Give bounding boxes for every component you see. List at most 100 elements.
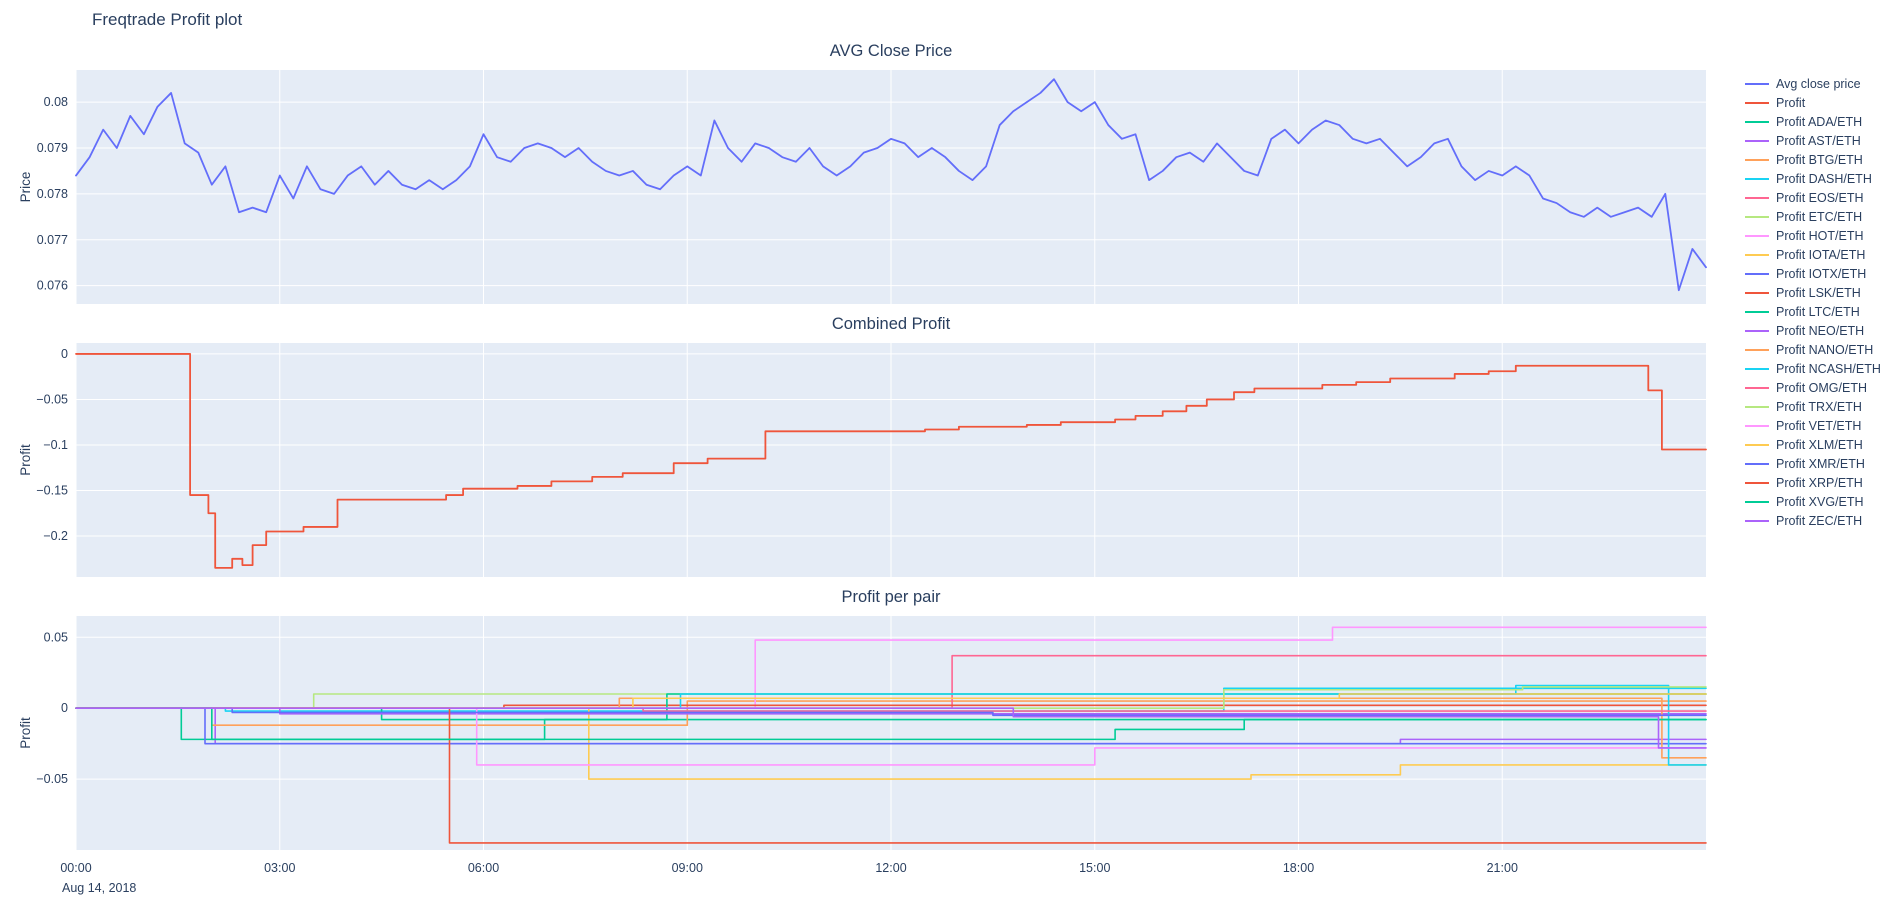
legend-line-swatch-icon bbox=[1745, 82, 1769, 85]
series-profit-zec-eth[interactable] bbox=[75, 707, 1707, 749]
x-tick-label: 00:00 bbox=[60, 861, 91, 875]
x-tick-label: 06:00 bbox=[468, 861, 499, 875]
legend-line-swatch-icon bbox=[1745, 348, 1769, 351]
legend-line-swatch-icon bbox=[1745, 405, 1769, 408]
subplot-title-profit-per-pair: Profit per pair bbox=[841, 588, 941, 606]
legend-item-profit-btg-eth[interactable]: Profit BTG/ETH bbox=[1745, 150, 1895, 169]
legend-item-profit-lsk-eth[interactable]: Profit LSK/ETH bbox=[1745, 283, 1895, 302]
legend-item-profit-zec-eth[interactable]: Profit ZEC/ETH bbox=[1745, 511, 1895, 530]
y-tick-label: −0.15 bbox=[36, 484, 68, 498]
legend-item-profit-iotx-eth[interactable]: Profit IOTX/ETH bbox=[1745, 264, 1895, 283]
legend-item-profit-dash-eth[interactable]: Profit DASH/ETH bbox=[1745, 169, 1895, 188]
legend-item-label: Profit ZEC/ETH bbox=[1776, 513, 1863, 528]
legend-item-label: Profit HOT/ETH bbox=[1776, 228, 1864, 243]
legend-item-label: Profit XRP/ETH bbox=[1776, 475, 1863, 490]
legend: Avg close price Profit Profit ADA/ETH Profi… bbox=[1745, 74, 1895, 530]
legend-item-profit-neo-eth[interactable]: Profit NEO/ETH bbox=[1745, 321, 1895, 340]
legend-line-swatch-icon bbox=[1745, 120, 1769, 123]
legend-item-profit-trx-eth[interactable]: Profit TRX/ETH bbox=[1745, 397, 1895, 416]
legend-item-profit-omg-eth[interactable]: Profit OMG/ETH bbox=[1745, 378, 1895, 397]
series-avg-close-price[interactable] bbox=[75, 78, 1707, 292]
legend-item-label: Profit OMG/ETH bbox=[1776, 380, 1867, 395]
x-tick-label: 18:00 bbox=[1283, 861, 1314, 875]
series-profit-xvg-eth[interactable] bbox=[75, 707, 1707, 741]
chart-combined-profit[interactable]: −0.2 −0.15 −0.1 −0.05 0 Profit bbox=[0, 335, 1720, 585]
subplot-title-combined-profit: Combined Profit bbox=[831, 315, 951, 333]
legend-item-label: Profit DASH/ETH bbox=[1776, 171, 1872, 186]
legend-line-swatch-icon bbox=[1745, 272, 1769, 275]
legend-item-label: Profit ADA/ETH bbox=[1776, 114, 1863, 129]
legend-line-swatch-icon bbox=[1745, 329, 1769, 332]
legend-item-profit-hot-eth[interactable]: Profit HOT/ETH bbox=[1745, 226, 1895, 245]
legend-line-swatch-icon bbox=[1745, 310, 1769, 313]
legend-item-profit-ncash-eth[interactable]: Profit NCASH/ETH bbox=[1745, 359, 1895, 378]
legend-item-label: Profit LSK/ETH bbox=[1776, 285, 1861, 300]
legend-line-swatch-icon bbox=[1745, 462, 1769, 465]
subplot-title-avg-close-price: AVG Close Price bbox=[829, 42, 953, 60]
legend-item-label: Profit LTC/ETH bbox=[1776, 304, 1860, 319]
legend-item-profit-etc-eth[interactable]: Profit ETC/ETH bbox=[1745, 207, 1895, 226]
legend-line-swatch-icon bbox=[1745, 139, 1769, 142]
legend-item-profit-eos-eth[interactable]: Profit EOS/ETH bbox=[1745, 188, 1895, 207]
legend-item-label: Profit AST/ETH bbox=[1776, 133, 1861, 148]
legend-item-label: Profit NCASH/ETH bbox=[1776, 361, 1881, 376]
x-tick-label: 03:00 bbox=[264, 861, 295, 875]
legend-item-label: Profit XVG/ETH bbox=[1776, 494, 1864, 509]
legend-line-swatch-icon bbox=[1745, 158, 1769, 161]
legend-item-profit-iota-eth[interactable]: Profit IOTA/ETH bbox=[1745, 245, 1895, 264]
chart-avg-close-price[interactable]: 0.076 0.077 0.078 0.079 0.08 Price bbox=[0, 62, 1720, 312]
legend-item-label: Profit NEO/ETH bbox=[1776, 323, 1865, 338]
legend-line-swatch-icon bbox=[1745, 101, 1769, 104]
legend-item-label: Profit XLM/ETH bbox=[1776, 437, 1863, 452]
legend-item-profit-ltc-eth[interactable]: Profit LTC/ETH bbox=[1745, 302, 1895, 321]
legend-item-profit-ada-eth[interactable]: Profit ADA/ETH bbox=[1745, 112, 1895, 131]
y-tick-label: −0.05 bbox=[36, 772, 68, 786]
y-tick-label: −0.05 bbox=[36, 392, 68, 406]
y-tick-label: 0.079 bbox=[37, 141, 68, 155]
x-tick-label: 12:00 bbox=[875, 861, 906, 875]
y-tick-label: 0 bbox=[61, 347, 68, 361]
y-tick-label: 0.05 bbox=[44, 630, 68, 644]
legend-line-swatch-icon bbox=[1745, 443, 1769, 446]
legend-item-profit-ast-eth[interactable]: Profit AST/ETH bbox=[1745, 131, 1895, 150]
legend-item-label: Profit BTG/ETH bbox=[1776, 152, 1863, 167]
x-tick-label: 21:00 bbox=[1487, 861, 1518, 875]
legend-line-swatch-icon bbox=[1745, 196, 1769, 199]
legend-line-swatch-icon bbox=[1745, 424, 1769, 427]
y-axis-title: Price bbox=[18, 172, 33, 203]
legend-item-profit-xlm-eth[interactable]: Profit XLM/ETH bbox=[1745, 435, 1895, 454]
legend-item-label: Profit IOTA/ETH bbox=[1776, 247, 1866, 262]
legend-line-swatch-icon bbox=[1745, 291, 1769, 294]
chart-profit-per-pair[interactable]: −0.05 0 0.05 Profit 00:00 03:00 06:00 09:00 12:0… bbox=[0, 608, 1720, 903]
legend-item-profit[interactable]: Profit bbox=[1745, 93, 1895, 112]
legend-item-profit-nano-eth[interactable]: Profit NANO/ETH bbox=[1745, 340, 1895, 359]
page-title: Freqtrade Profit plot bbox=[92, 10, 243, 29]
legend-item-profit-xrp-eth[interactable]: Profit XRP/ETH bbox=[1745, 473, 1895, 492]
legend-item-avg-close-price[interactable]: Avg close price bbox=[1745, 74, 1895, 93]
legend-item-label: Profit EOS/ETH bbox=[1776, 190, 1864, 205]
y-tick-label: 0.076 bbox=[37, 279, 68, 293]
y-tick-label: 0.077 bbox=[37, 233, 68, 247]
legend-line-swatch-icon bbox=[1745, 500, 1769, 503]
x-tick-label: 15:00 bbox=[1079, 861, 1110, 875]
y-tick-label: −0.2 bbox=[43, 529, 68, 543]
series-profit[interactable] bbox=[75, 353, 1707, 569]
legend-item-label: Profit bbox=[1776, 95, 1806, 110]
y-axis-title: Profit bbox=[18, 444, 33, 476]
y-tick-label: 0.078 bbox=[37, 187, 68, 201]
y-axis-title: Profit bbox=[18, 717, 33, 749]
legend-item-profit-vet-eth[interactable]: Profit VET/ETH bbox=[1745, 416, 1895, 435]
legend-item-profit-xvg-eth[interactable]: Profit XVG/ETH bbox=[1745, 492, 1895, 511]
legend-line-swatch-icon bbox=[1745, 367, 1769, 370]
y-tick-label: −0.1 bbox=[43, 438, 68, 452]
legend-line-swatch-icon bbox=[1745, 234, 1769, 237]
legend-line-swatch-icon bbox=[1745, 519, 1769, 522]
legend-line-swatch-icon bbox=[1745, 481, 1769, 484]
series-profit-trx-eth[interactable] bbox=[75, 686, 1707, 709]
legend-item-profit-xmr-eth[interactable]: Profit XMR/ETH bbox=[1745, 454, 1895, 473]
legend-line-swatch-icon bbox=[1745, 215, 1769, 218]
legend-item-label: Avg close price bbox=[1776, 76, 1861, 91]
legend-line-swatch-icon bbox=[1745, 253, 1769, 256]
legend-item-label: Profit XMR/ETH bbox=[1776, 456, 1865, 471]
